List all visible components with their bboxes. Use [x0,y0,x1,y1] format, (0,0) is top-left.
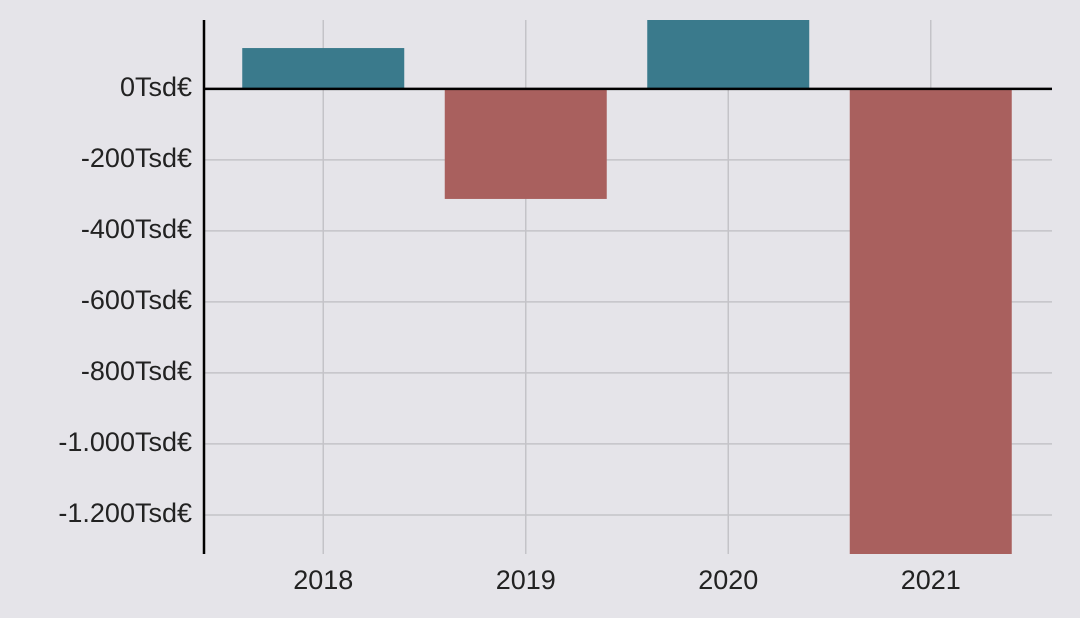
bar [647,20,810,89]
bar [444,88,607,199]
bar [242,48,405,89]
x-tick-label: 2019 [496,565,556,595]
y-tick-label: -600Tsd€ [81,285,192,315]
y-tick-label: -1.200Tsd€ [58,498,192,528]
y-tick-label: -400Tsd€ [81,214,192,244]
x-tick-label: 2018 [293,565,353,595]
y-tick-label: -200Tsd€ [81,143,192,173]
y-tick-label: -800Tsd€ [81,356,192,386]
y-tick-label: -1.000Tsd€ [58,427,192,457]
bar [849,88,1012,555]
x-tick-label: 2020 [698,565,758,595]
y-tick-label: 0Tsd€ [120,72,192,102]
x-tick-label: 2021 [901,565,961,595]
